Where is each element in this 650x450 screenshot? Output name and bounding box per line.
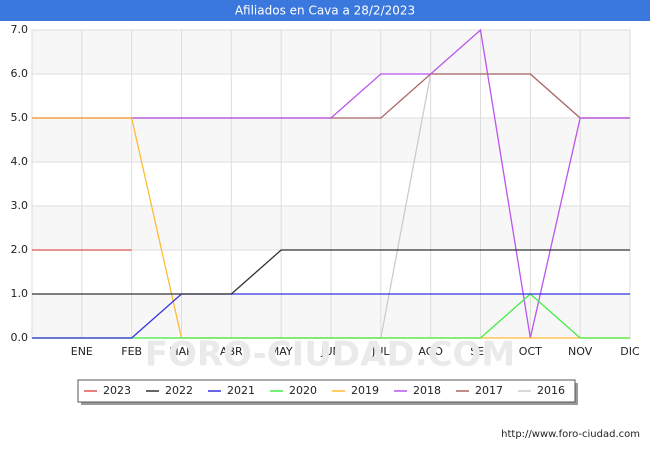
- legend-label: 2020: [289, 384, 317, 397]
- watermark: FORO-CIUDAD.COM: [145, 335, 516, 375]
- x-tick-label: FEB: [121, 345, 142, 358]
- x-tick-label: JUN: [320, 345, 341, 358]
- legend-label: 2021: [227, 384, 255, 397]
- title-bar: [0, 0, 650, 21]
- x-tick-label: NOV: [568, 345, 593, 358]
- y-tick-label: 7.0: [11, 23, 29, 36]
- y-tick-label: 3.0: [11, 199, 29, 212]
- y-tick-label: 2.0: [11, 243, 29, 256]
- legend-label: 2022: [165, 384, 193, 397]
- legend-label: 2018: [413, 384, 441, 397]
- y-tick-label: 5.0: [11, 111, 29, 124]
- x-tick-label: ABR: [220, 345, 243, 358]
- x-tick-label: SEP: [470, 345, 491, 358]
- x-tick-label: MAR: [169, 345, 194, 358]
- legend-label: 2017: [475, 384, 503, 397]
- y-tick-label: 4.0: [11, 155, 29, 168]
- x-tick-label: ENE: [71, 345, 93, 358]
- chart-title: Afiliados en Cava a 28/2/2023: [235, 4, 415, 18]
- legend: [77, 379, 576, 403]
- y-tick-label: 1.0: [11, 287, 29, 300]
- x-tick-label: JUL: [371, 345, 390, 358]
- x-tick-label: OCT: [519, 345, 542, 358]
- x-tick-label: DIC: [620, 345, 640, 358]
- source: http://www.foro-ciudad.com: [501, 429, 640, 440]
- series-line: [32, 293, 630, 339]
- y-tick-label: 6.0: [11, 67, 29, 80]
- legend-label: 2019: [351, 384, 379, 397]
- series-line: [32, 249, 630, 295]
- legend-label: 2023: [103, 384, 131, 397]
- y-tick-label: 0.0: [11, 331, 29, 344]
- legend-label: 2016: [537, 384, 565, 397]
- x-tick-label: MAY: [270, 345, 293, 358]
- x-tick-label: AGO: [418, 345, 443, 358]
